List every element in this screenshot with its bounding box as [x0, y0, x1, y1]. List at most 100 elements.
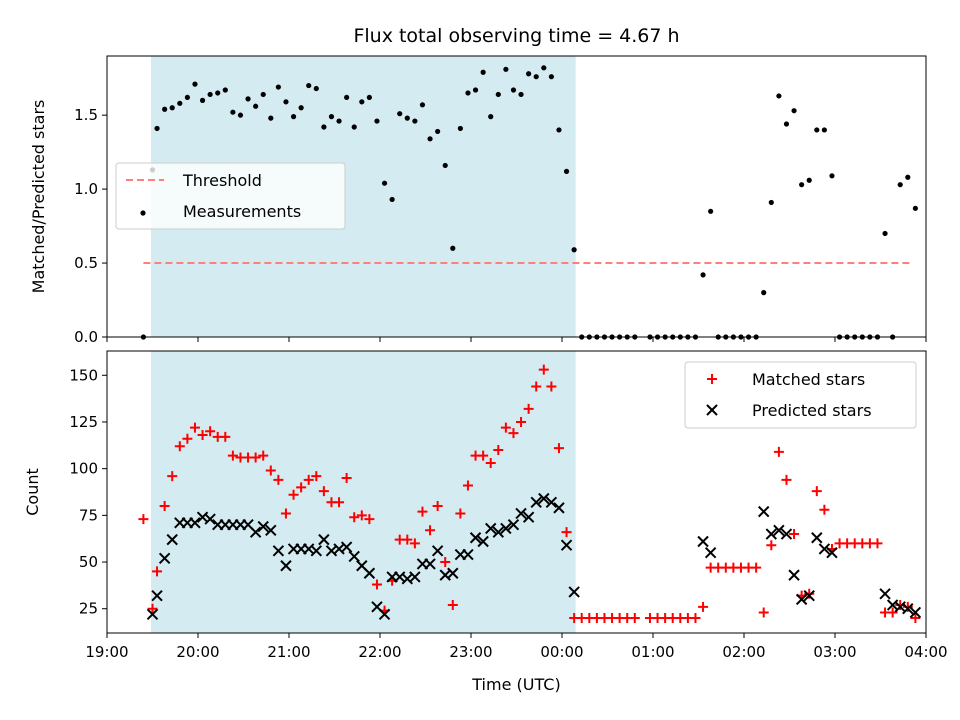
measurement-point [427, 136, 433, 142]
matched-point [258, 450, 269, 461]
matched-point [356, 510, 367, 521]
measurement-point [708, 208, 714, 214]
matched-point [629, 613, 640, 624]
predicted-point [515, 507, 527, 520]
measurement-point [359, 99, 365, 105]
y-tick-label: 150 [69, 366, 98, 384]
measurement-point [404, 115, 410, 121]
measurement-point [230, 109, 236, 115]
matched-point [220, 431, 231, 442]
y-tick-label: 0.5 [74, 254, 98, 272]
matched-point [265, 465, 276, 476]
measurement-point [306, 82, 312, 89]
matched-point [447, 599, 458, 610]
measurement-point [253, 103, 259, 109]
measurement-point [548, 74, 554, 80]
matched-point [296, 482, 307, 493]
measurement-point [321, 124, 327, 130]
matched-point [781, 474, 792, 485]
measurement-point [268, 115, 274, 121]
measurement-point [215, 90, 221, 96]
measurement-point [821, 127, 827, 133]
legend-box [115, 162, 346, 230]
measurement-point [700, 272, 706, 278]
legend-label: Predicted stars [752, 401, 872, 420]
measurement-point [806, 177, 812, 183]
predicted-point [909, 606, 922, 619]
predicted-point [477, 535, 489, 548]
x-tick-label: 01:00 [631, 643, 674, 661]
measurement-point [882, 230, 888, 237]
y-tick-label: 0.0 [74, 328, 98, 346]
predicted-point [280, 560, 292, 572]
measurement-point [768, 199, 774, 206]
y-tick-label: 100 [69, 460, 98, 478]
measurement-point [783, 121, 790, 127]
matched-point [349, 512, 360, 523]
measurement-point [397, 111, 403, 117]
predicted-point [158, 552, 171, 565]
matched-point [318, 486, 329, 497]
matched-point [409, 538, 420, 549]
measurement-point [313, 85, 319, 92]
y-tick-label: 125 [69, 413, 98, 431]
x-tick-label: 21:00 [267, 643, 310, 661]
matched-point [910, 613, 921, 624]
panel-count: 25 50 75 100 125 150 19:00 20:00 21:00 22:00 23:00… [69, 350, 948, 661]
plot-layer: 0.0 0.5 1.0 1.5 Threshold Measurements 25 50 75 1… [69, 55, 948, 661]
measurement-point [518, 91, 524, 98]
measurement-point [275, 84, 281, 90]
predicted-point [447, 567, 459, 579]
predicted-point [469, 532, 482, 544]
matched-point [364, 514, 375, 525]
matched-point [523, 403, 534, 414]
matched-point [159, 501, 170, 512]
predicted-point [795, 593, 808, 606]
predicted-point [257, 520, 269, 533]
y-tick-label: 1.0 [74, 180, 98, 198]
predicted-point [704, 546, 717, 559]
matched-point [690, 613, 701, 624]
matched-point [152, 566, 163, 577]
matched-point [227, 450, 238, 461]
predicted-point [697, 535, 709, 548]
matched-point [493, 444, 504, 455]
x-tick-label: 23:00 [449, 643, 492, 661]
matched-point [250, 452, 261, 463]
measurement-point [162, 106, 168, 112]
measurement-point [563, 168, 570, 174]
x-tick-label: 03:00 [813, 643, 856, 661]
matched-point [561, 527, 572, 538]
matched-point [478, 450, 489, 461]
matched-point [182, 433, 193, 444]
predicted-point [424, 558, 436, 570]
predicted-point [818, 543, 831, 555]
predicted-point [811, 532, 823, 544]
predicted-point [310, 545, 323, 557]
matched-point [789, 529, 800, 540]
matched-point [425, 525, 436, 536]
y-tick-label: 1.5 [74, 106, 98, 124]
predicted-point [462, 548, 474, 561]
predicted-point [530, 496, 542, 508]
x-axis-label: Time (UTC) [471, 675, 560, 694]
matched-point [147, 603, 158, 614]
axes-frame [106, 55, 927, 338]
measurement-point [442, 162, 448, 169]
matched-point [341, 472, 352, 483]
matched-point [432, 501, 443, 512]
measurement-point [169, 105, 175, 111]
measurement-point [381, 180, 388, 186]
legend-box [684, 361, 917, 429]
predicted-point [538, 492, 550, 505]
predicted-point [363, 567, 376, 579]
matched-point [455, 508, 466, 519]
legend: Matched stars Predicted stars [684, 361, 917, 429]
predicted-point [826, 546, 838, 559]
matched-point [138, 514, 149, 525]
measurement-point [336, 118, 342, 124]
matched-point [174, 441, 185, 452]
measurement-point [457, 125, 463, 132]
measurement-point [177, 100, 183, 106]
